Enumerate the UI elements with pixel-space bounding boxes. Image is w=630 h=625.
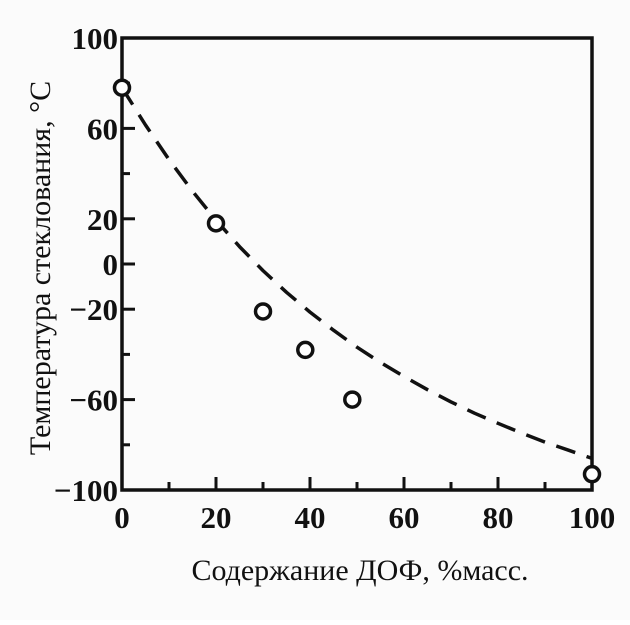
y-tick-label-100: 100	[72, 21, 119, 56]
data-point	[206, 214, 226, 233]
axes-layer: 0 20 40 60 80 100 100 60 20 0 −20 −60 −100	[54, 21, 615, 535]
x-tick-label-60: 60	[389, 500, 420, 535]
data-point	[253, 302, 273, 321]
y-tick-label-60: 60	[87, 111, 118, 146]
y-tick-label-0: 0	[103, 247, 119, 282]
x-tick-label-80: 80	[483, 500, 514, 535]
y-axis-title: Температура стеклования, °C	[24, 81, 57, 455]
x-tick-label-100: 100	[569, 500, 616, 535]
data-point	[112, 78, 132, 97]
data-point	[582, 464, 602, 484]
data-point	[296, 340, 315, 360]
x-tick-label-20: 20	[201, 500, 232, 535]
y-tick-label--20: −20	[69, 292, 118, 327]
x-tick-label-0: 0	[114, 500, 130, 535]
x-tick-label-40: 40	[295, 500, 326, 535]
y-tick-label--60: −60	[69, 383, 118, 418]
fit-curve-dashed	[120, 86, 593, 461]
plot-frame	[120, 36, 594, 492]
y-tick-label-20: 20	[87, 202, 118, 237]
data-point	[343, 390, 362, 409]
x-axis-title: Содержание ДОФ, %масс.	[191, 554, 528, 587]
series-layer	[112, 78, 602, 484]
y-tick-label--100: −100	[54, 473, 118, 508]
